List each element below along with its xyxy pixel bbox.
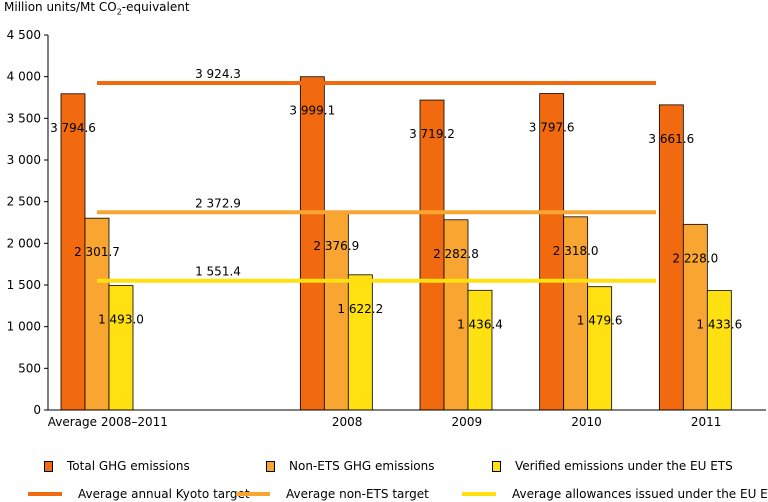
legend-label-allowances: Average allowances issued under the EU E… (512, 487, 768, 501)
data-label: 1 436.4 (457, 317, 503, 331)
data-label: 1 493.0 (98, 313, 144, 327)
legend-swatch-total-ghg (44, 460, 53, 472)
y-axis-title-prefix: Million units/Mt CO (4, 0, 117, 14)
data-label: 3 797.6 (529, 121, 575, 135)
legend-item-total-ghg: Total GHG emissions (44, 459, 190, 473)
legend-item-verified-ets: Verified emissions under the EU ETS (492, 459, 733, 473)
x-tick-label: 2009 (452, 415, 483, 429)
legend-label-non-ets: Non-ETS GHG emissions (289, 459, 435, 473)
data-label: 1 479.6 (577, 314, 623, 328)
y-tick-label: 2 000 (7, 236, 41, 250)
y-tick-label: 0 (33, 403, 41, 417)
legend-line-non-ets-target (236, 492, 270, 496)
legend-item-kyoto-target: Average annual Kyoto target (28, 487, 250, 501)
bar (706, 290, 732, 411)
y-tick-label: 4 000 (7, 70, 41, 84)
data-label: 3 999.1 (289, 104, 335, 118)
data-label: 2 376.9 (313, 239, 359, 253)
bar (299, 76, 325, 411)
legend-line-allowances (462, 492, 496, 496)
y-tick-label: 3 000 (7, 153, 41, 167)
legend-item-allowances: Average allowances issued under the EU E… (462, 487, 768, 501)
bar (347, 274, 373, 411)
bar (682, 223, 708, 411)
bar (658, 104, 684, 411)
bar (419, 99, 445, 411)
reference-line-label: 2 372.9 (195, 196, 241, 210)
x-tick-label: 2011 (691, 415, 722, 429)
y-axis-title-suffix: -equivalent (121, 0, 190, 14)
data-label: 2 282.8 (433, 247, 479, 261)
y-tick-label: 1 500 (7, 278, 41, 292)
data-label: 2 228.0 (672, 251, 718, 265)
y-tick-label: 1 000 (7, 320, 41, 334)
bar (108, 285, 134, 411)
legend-swatch-non-ets (266, 460, 275, 472)
legend-label-non-ets-target: Average non-ETS target (286, 487, 429, 501)
data-label: 2 318.0 (553, 244, 599, 258)
bar (587, 286, 613, 411)
data-label: 1 622.2 (337, 302, 383, 316)
y-tick-label: 2 500 (7, 195, 41, 209)
legend-swatch-verified-ets (492, 460, 501, 472)
legend-line-kyoto-target (28, 492, 62, 496)
y-tick-label: 4 500 (7, 28, 41, 42)
reference-line-label: 1 551.4 (195, 265, 241, 279)
bar (443, 219, 469, 411)
data-label: 3 661.6 (648, 132, 694, 146)
legend-label-verified-ets: Verified emissions under the EU ETS (515, 459, 733, 473)
reference-line-label: 3 924.3 (195, 67, 241, 81)
bar (539, 93, 565, 411)
bar (563, 216, 589, 411)
legend-item-non-ets: Non-ETS GHG emissions (266, 459, 434, 473)
bar-chart: 0 500 1 000 1 500 2 000 2 500 3 000 3 500 4 000 4… (7, 28, 766, 429)
legend-item-non-ets-target: Average non-ETS target (236, 487, 429, 501)
y-tick-label: 3 500 (7, 111, 41, 125)
data-label: 2 301.7 (74, 245, 120, 259)
legend-label-total-ghg: Total GHG emissions (67, 459, 190, 473)
x-tick-label: 2010 (571, 415, 602, 429)
data-label: 3 719.2 (409, 127, 455, 141)
y-axis-title: Million units/Mt CO2-equivalent (4, 0, 190, 16)
y-axis-title-subscript: 2 (116, 7, 122, 17)
bar (84, 217, 110, 411)
legend-label-kyoto-target: Average annual Kyoto target (78, 487, 250, 501)
bar (467, 289, 493, 411)
data-label: 1 433.6 (696, 318, 742, 332)
data-label: 3 794.6 (50, 121, 96, 135)
x-tick-label: 2008 (332, 415, 363, 429)
legend: Total GHG emissions Non-ETS GHG emission… (0, 452, 768, 502)
x-tick-label: Average 2008–2011 (48, 415, 168, 429)
y-tick-label: 500 (18, 361, 41, 375)
